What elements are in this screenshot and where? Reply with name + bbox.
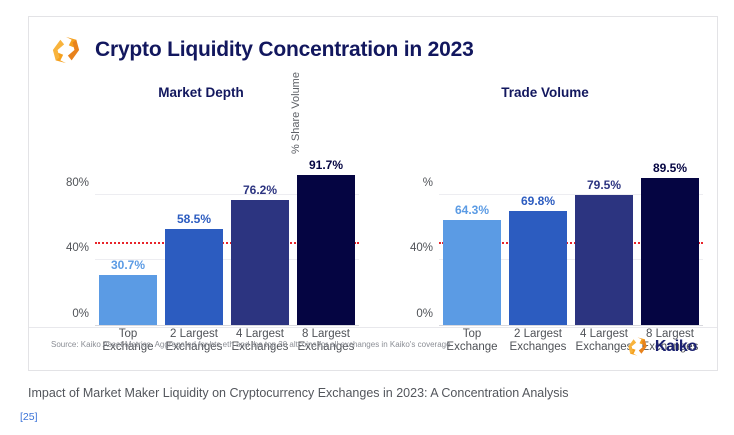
y-axis-tick-label: % bbox=[422, 176, 433, 189]
gridline bbox=[95, 259, 359, 261]
threshold-line-50-percent bbox=[439, 242, 703, 244]
bar-value-label: 76.2% bbox=[242, 183, 277, 198]
citation-link[interactable]: [25] bbox=[20, 411, 38, 423]
y-axis-title-trade-volume: % Share Volume bbox=[290, 72, 302, 154]
bar[interactable]: 91.7% bbox=[296, 158, 356, 325]
bar-slot: 69.8% bbox=[508, 106, 568, 325]
bar-group: 30.7% 58.5% 76.2% 91.7% bbox=[95, 106, 359, 325]
kaiko-logo-icon bbox=[52, 36, 80, 64]
x-axis-category-label: 4 Largest Exchanges bbox=[575, 328, 633, 353]
bar[interactable]: 30.7% bbox=[98, 258, 158, 325]
bar-slot: 76.2% bbox=[230, 106, 290, 325]
bar-slot: 91.7% bbox=[296, 106, 356, 325]
figure-caption: Impact of Market Maker Liquidity on Cryp… bbox=[28, 386, 569, 400]
bar-slot: 30.7% bbox=[98, 106, 158, 325]
brand-name: Kaiko bbox=[654, 337, 697, 355]
chart-panel-market-depth: Market Depth % Share of Depth 0%40%80%30… bbox=[29, 85, 373, 353]
plot-area-market-depth: % Share of Depth 0%40%80%30.7%58.5%76.2%… bbox=[47, 106, 359, 353]
x-axis-category-label: Top Exchange bbox=[446, 328, 498, 353]
bar[interactable]: 69.8% bbox=[508, 194, 568, 325]
bar-slot: 89.5% bbox=[640, 106, 700, 325]
x-axis-category-label: Top Exchange bbox=[102, 328, 154, 353]
plot-inner-market-depth: 0% 40% 80% 30.7% 58.5% 76.2% 91.7% bbox=[66, 106, 359, 326]
bar-slot: 64.3% bbox=[442, 106, 502, 325]
gridline bbox=[95, 193, 359, 195]
bar-value-label: 58.5% bbox=[176, 212, 211, 227]
chart-title-trade-volume: Trade Volume bbox=[501, 85, 589, 100]
x-axis-line bbox=[439, 325, 703, 326]
x-axis-category-label: 2 Largest Exchanges bbox=[509, 328, 567, 353]
bar-value-label: 64.3% bbox=[454, 202, 489, 217]
y-axis-tick-label: 80% bbox=[65, 176, 89, 189]
bar-value-label: 91.7% bbox=[308, 157, 343, 172]
bar-value-label: 30.7% bbox=[110, 257, 145, 272]
y-axis-tick-label: 0% bbox=[72, 308, 89, 320]
bar[interactable]: 79.5% bbox=[574, 178, 634, 325]
bar-slot: 79.5% bbox=[574, 106, 634, 325]
slide-footer: Source: Kaiko Asset Metrics. Aggregated … bbox=[29, 327, 717, 370]
bar[interactable]: 58.5% bbox=[164, 212, 224, 325]
gridline bbox=[439, 259, 703, 261]
plot-area-trade-volume: % Share Volume 0% 40%% 64.3% 69.8% 79.5% 89.5… bbox=[290, 72, 703, 353]
x-axis-labels-trade-volume: Top Exchange 2 Largest Exchanges 4 Largest Ex… bbox=[439, 328, 703, 354]
x-axis-category-label: 8 Largest Exchanges bbox=[297, 328, 355, 353]
source-note: Source: Kaiko Asset Metrics. Aggregated … bbox=[51, 340, 451, 349]
bar[interactable]: 76.2% bbox=[230, 183, 290, 325]
x-axis-line bbox=[95, 325, 359, 326]
bar-value-label: 79.5% bbox=[586, 177, 621, 192]
slide-card: Crypto Liquidity Concentration in 2023 M… bbox=[28, 16, 718, 371]
x-axis-category-label: 2 Largest Exchanges bbox=[165, 328, 223, 353]
y-axis-tick-label: 40% bbox=[65, 242, 89, 255]
x-axis-category-label: 8 Largest Exchanges bbox=[641, 328, 699, 353]
kaiko-logo-icon bbox=[628, 337, 647, 356]
bar-value-label: 69.8% bbox=[520, 193, 555, 208]
page-title: Crypto Liquidity Concentration in 2023 bbox=[95, 38, 474, 61]
x-axis-category-label: 4 Largest Exchanges bbox=[231, 328, 289, 353]
bar-value-label: 89.5% bbox=[652, 161, 687, 176]
gridline bbox=[439, 193, 703, 195]
bar-slot: 58.5% bbox=[164, 106, 224, 325]
plot-inner-trade-volume: 0% 40%% 64.3% 69.8% 79.5% 89.5% bbox=[410, 106, 703, 326]
x-axis-labels-market-depth: Top Exchange 2 Largest Exchanges 4 Largest Ex… bbox=[95, 328, 359, 354]
kaiko-brand: Kaiko bbox=[627, 336, 697, 357]
bar[interactable]: 64.3% bbox=[442, 203, 502, 325]
threshold-line-50-percent bbox=[95, 242, 359, 244]
chart-title-market-depth: Market Depth bbox=[158, 85, 244, 100]
slide-header: Crypto Liquidity Concentration in 2023 bbox=[51, 35, 474, 65]
y-axis-tick-label: 40% bbox=[409, 242, 433, 255]
bar[interactable]: 89.5% bbox=[640, 161, 700, 325]
bar-group: 64.3% 69.8% 79.5% 89.5% bbox=[439, 106, 703, 325]
chart-panel-trade-volume: Trade Volume % Share Volume 0% 40%% 64.3% 6… bbox=[290, 72, 717, 353]
y-axis-tick-label: 0% bbox=[416, 308, 433, 320]
charts-container: Market Depth % Share of Depth 0%40%80%30… bbox=[29, 72, 717, 353]
